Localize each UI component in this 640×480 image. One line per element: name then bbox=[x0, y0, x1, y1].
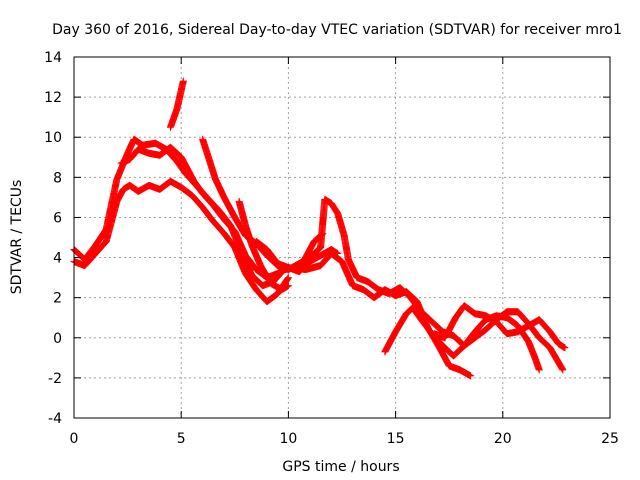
series-track-6 bbox=[235, 197, 292, 294]
x-tick-label: 10 bbox=[279, 431, 297, 447]
x-tick-label: 15 bbox=[387, 431, 405, 447]
plot-frame bbox=[73, 56, 611, 419]
data-point bbox=[467, 372, 475, 380]
data-point bbox=[179, 77, 187, 85]
data-point bbox=[561, 344, 569, 352]
data-point bbox=[559, 366, 567, 374]
data-point bbox=[284, 282, 292, 290]
x-tick-label: 5 bbox=[177, 431, 186, 447]
y-tick-label: 14 bbox=[44, 50, 62, 66]
y-tick-label: 2 bbox=[53, 291, 62, 307]
axis-ticks: 0 5 10 15 20 25 -4 -2 0 2 4 6 8 10 12 14 bbox=[44, 50, 619, 447]
y-tick-label: 6 bbox=[53, 210, 62, 226]
data-point bbox=[318, 230, 326, 238]
x-axis-label: GPS time / hours bbox=[282, 459, 399, 475]
y-tick-label: 10 bbox=[44, 130, 62, 146]
data-point bbox=[284, 274, 292, 282]
data-points bbox=[70, 77, 569, 380]
data-point bbox=[535, 366, 543, 374]
x-tick-label: 20 bbox=[494, 431, 512, 447]
data-point bbox=[318, 230, 326, 238]
y-tick-label: 0 bbox=[53, 331, 62, 347]
series-track-9 bbox=[430, 302, 569, 352]
y-tick-label: 12 bbox=[44, 90, 62, 106]
y-tick-label: 8 bbox=[53, 170, 62, 186]
y-tick-label: -2 bbox=[48, 371, 62, 387]
y-tick-label: -4 bbox=[48, 411, 62, 427]
series-track-4 bbox=[166, 77, 187, 131]
x-tick-label: 25 bbox=[601, 431, 619, 447]
grid-lines bbox=[74, 57, 610, 418]
y-tick-label: 4 bbox=[53, 251, 62, 267]
y-axis-label: SDTVAR / TECUs bbox=[9, 180, 25, 295]
x-tick-label: 0 bbox=[70, 431, 79, 447]
data-point bbox=[317, 231, 325, 239]
series-track-7 bbox=[252, 229, 327, 274]
series-track-3 bbox=[117, 143, 342, 282]
data-point bbox=[334, 250, 342, 258]
data-point bbox=[319, 229, 327, 237]
chart-title: Day 360 of 2016, Sidereal Day-to-day VTE… bbox=[52, 22, 622, 38]
